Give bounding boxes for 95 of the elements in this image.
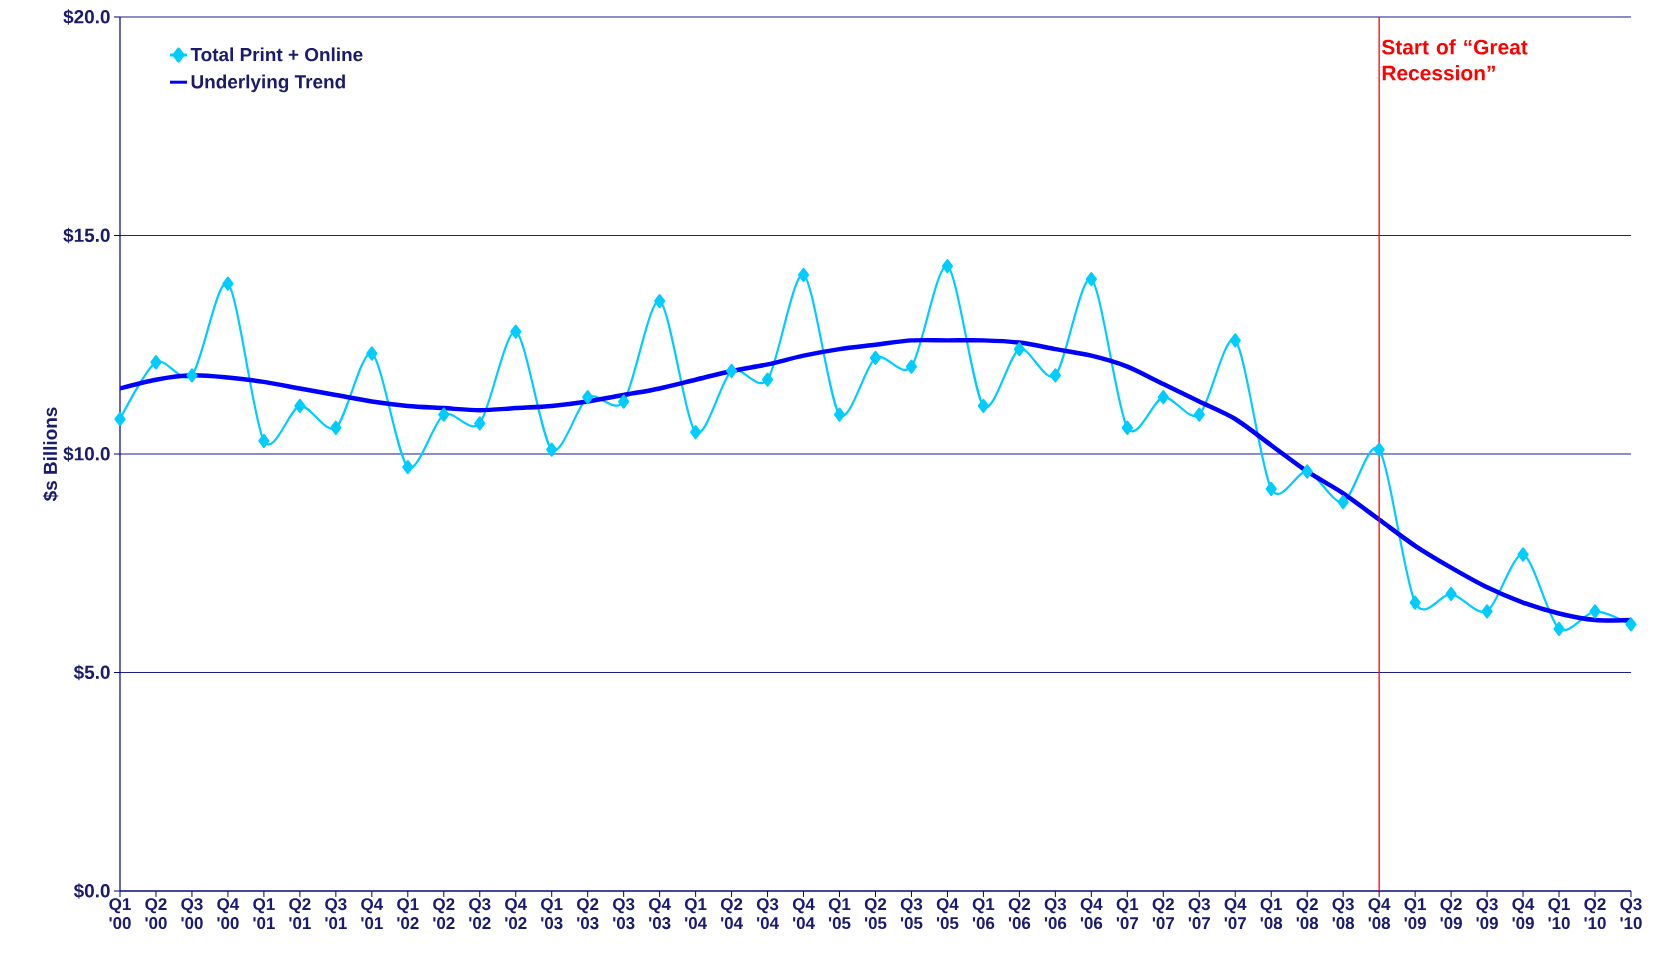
x-tick-label: Q3 '03 (613, 898, 635, 930)
point (1229, 333, 1241, 348)
point (1373, 442, 1385, 457)
point (1553, 621, 1565, 636)
x-tick-label: Q3 '05 (900, 898, 923, 930)
x-tick-label: Q3 '06 (1044, 898, 1067, 930)
y-axis-title: $s Billions (42, 407, 59, 502)
x-tick-label: Q3 '07 (1188, 898, 1210, 930)
x-tick-label: Q2 '00 (145, 898, 167, 930)
x-tick-label: Q2 '09 (1440, 898, 1462, 930)
x-tick-label: Q1 '04 (685, 898, 707, 930)
x-tick-label: Q2 '04 (720, 898, 743, 930)
point (1049, 368, 1061, 383)
x-tick-label: Q1 '10 (1548, 898, 1570, 930)
point (869, 350, 882, 365)
x-tick-label: Q1 '02 (397, 898, 419, 930)
point (366, 346, 378, 361)
x-tick-label: Q2 '02 (433, 898, 455, 930)
point (1085, 272, 1097, 287)
point (1589, 604, 1601, 619)
x-tick-label: Q3 '00 (181, 898, 203, 930)
point (1337, 494, 1349, 510)
x-tick-label: Q4 '04 (792, 898, 815, 930)
point (1265, 481, 1277, 497)
point (1409, 595, 1421, 610)
x-tick-label: Q3 '10 (1620, 898, 1642, 930)
x-tick-label: Q2 '03 (577, 898, 599, 930)
point (150, 355, 162, 370)
point (1445, 586, 1457, 601)
x-tick-label: Q4 '03 (649, 898, 671, 930)
y-tick-label: $15.0 (63, 227, 110, 244)
point (294, 398, 306, 414)
x-tick-label: Q4 '02 (505, 898, 527, 930)
x-tick-label: Q3 '01 (325, 898, 347, 930)
x-tick-label: Q4 '07 (1224, 898, 1247, 930)
x-tick-label: Q4 '08 (1368, 898, 1391, 930)
x-tick-label: Q1 '03 (541, 898, 563, 930)
point (725, 363, 738, 379)
point (905, 359, 918, 374)
point (1625, 617, 1637, 632)
x-tick-label: Q1 '08 (1260, 898, 1283, 930)
x-tick-label: Q2 '06 (1008, 898, 1031, 930)
point (258, 433, 270, 448)
point (941, 258, 954, 274)
point (654, 293, 666, 309)
x-tick-label: Q3 '08 (1332, 898, 1355, 930)
point (690, 425, 702, 440)
x-tick-label: Q1 '09 (1404, 898, 1426, 930)
y-tick-label: $20.0 (63, 9, 110, 25)
point (618, 394, 630, 409)
x-tick-label: Q1 '07 (1116, 898, 1139, 930)
x-tick-label: Q4 '00 (217, 898, 240, 930)
legend-label: Total Print + Online (190, 47, 363, 62)
point (1193, 407, 1205, 422)
x-tick-label: Q2 '05 (864, 898, 887, 930)
point (114, 411, 126, 427)
point (1157, 390, 1169, 405)
point (1121, 420, 1133, 435)
point (330, 420, 342, 435)
y-tick-label: $10.0 (63, 446, 110, 462)
point (222, 276, 234, 291)
x-tick-label: Q1 '01 (253, 898, 275, 930)
point (186, 368, 198, 383)
x-tick-label: Q4 '06 (1080, 898, 1103, 930)
x-tick-label: Q4 '01 (361, 898, 384, 930)
point (1517, 547, 1529, 562)
point (1013, 342, 1025, 357)
ref-line-label: Start of “Great Recession” (1381, 39, 1528, 81)
point (833, 407, 846, 422)
point (977, 398, 990, 414)
x-tick-label: Q2 '10 (1584, 898, 1606, 930)
point (582, 390, 594, 405)
point (510, 324, 522, 339)
point (546, 442, 558, 457)
x-tick-label: Q4 '05 (936, 898, 959, 930)
x-tick-label: Q1 '05 (828, 898, 851, 930)
point (1481, 604, 1493, 619)
x-tick-label: Q3 '09 (1476, 898, 1498, 930)
x-tick-label: Q2 '08 (1296, 898, 1319, 930)
y-tick-label: $5.0 (73, 664, 110, 681)
y-tick-label: $0.0 (73, 883, 110, 899)
point (474, 416, 486, 431)
point (797, 267, 810, 282)
x-tick-label: Q3 '04 (756, 898, 779, 930)
point (1301, 464, 1313, 479)
x-tick-label: Q3 '02 (469, 898, 491, 930)
legend-label: Underlying Trend (191, 74, 345, 93)
x-tick-label: Q2 '07 (1152, 898, 1174, 930)
x-tick-label: Q4 '09 (1512, 898, 1535, 930)
point (402, 460, 414, 475)
point (761, 372, 774, 387)
x-tick-label: Q1 '06 (972, 898, 995, 930)
x-tick-label: Q2 '01 (289, 898, 311, 930)
x-tick-label: Q1 '00 (109, 898, 131, 930)
point (438, 407, 450, 422)
